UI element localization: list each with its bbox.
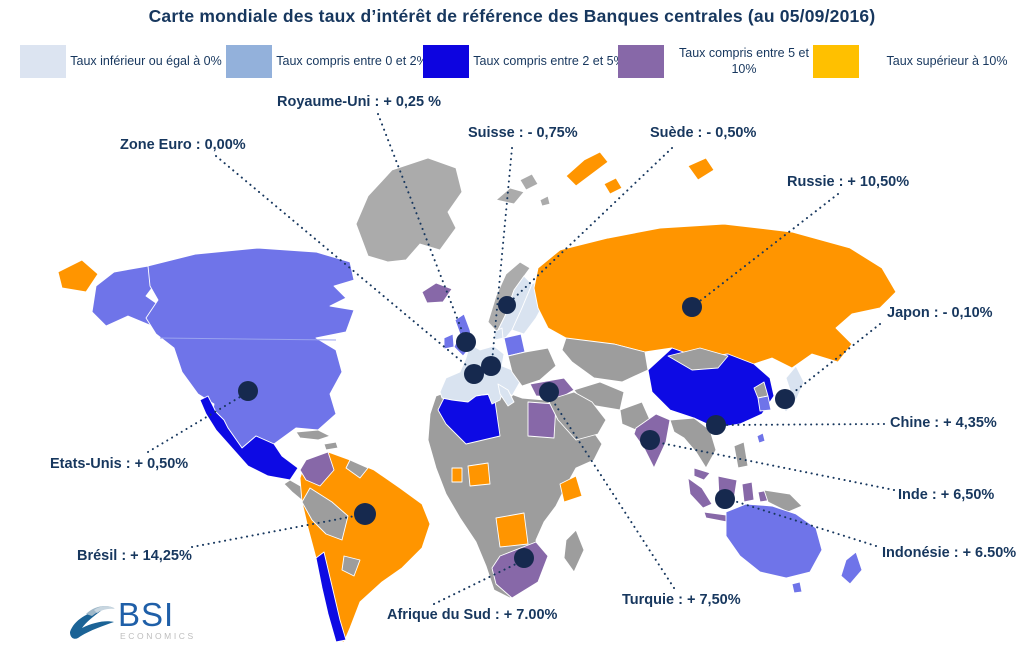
legend-item-rate-2-5: Taux compris entre 2 et 5% bbox=[423, 45, 625, 78]
label-suede: Suède : - 0,50% bbox=[650, 125, 757, 141]
legend-label: Taux compris entre 0 et 2% bbox=[276, 53, 428, 68]
region-greenland bbox=[355, 157, 463, 263]
region-svalbard bbox=[495, 173, 551, 207]
marker-chine bbox=[706, 415, 726, 435]
region-east-europe bbox=[507, 347, 557, 387]
legend: Taux inférieur ou égal à 0% Taux compris… bbox=[0, 44, 1024, 84]
marker-royaume-uni bbox=[456, 332, 476, 352]
marker-japon bbox=[775, 389, 795, 409]
leader-etats-unis bbox=[147, 393, 246, 453]
region-canada-usa bbox=[145, 247, 355, 449]
legend-item-rate-low: Taux inférieur ou égal à 0% bbox=[20, 45, 222, 78]
leader-russie bbox=[695, 193, 839, 305]
region-ghana bbox=[451, 467, 463, 483]
legend-label: Taux compris entre 5 et 10% bbox=[679, 45, 809, 76]
marker-etats-unis bbox=[238, 381, 258, 401]
marker-zone-euro bbox=[464, 364, 484, 384]
label-etats-unis: Etats-Unis : + 0,50% bbox=[50, 456, 189, 472]
label-royaume-uni: Royaume-Uni : + 0,25 % bbox=[277, 94, 441, 110]
region-guyana bbox=[345, 459, 369, 479]
border-usa-canada bbox=[159, 337, 337, 341]
bsi-logo-subtext: ECONOMICS bbox=[120, 631, 196, 641]
label-inde: Inde : + 6,50% bbox=[898, 487, 995, 503]
region-italy bbox=[497, 383, 515, 407]
label-chine: Chine : + 4,35% bbox=[890, 415, 997, 431]
region-colombia bbox=[299, 451, 335, 487]
legend-swatch-rate-over-10 bbox=[813, 45, 859, 78]
region-arabia bbox=[547, 391, 607, 441]
leader-suisse bbox=[491, 147, 513, 363]
region-angola bbox=[495, 512, 529, 548]
label-bresil: Brésil : + 14,25% bbox=[77, 548, 192, 564]
region-new-zealand bbox=[840, 551, 863, 585]
leader-bresil bbox=[191, 514, 361, 548]
region-taiwan bbox=[756, 432, 766, 444]
region-philippines bbox=[733, 441, 749, 469]
region-hispaniola bbox=[323, 441, 339, 451]
region-south-africa bbox=[491, 541, 549, 599]
region-chile bbox=[315, 551, 347, 643]
label-russie: Russie : + 10,50% bbox=[787, 174, 910, 190]
region-madagascar bbox=[563, 529, 585, 573]
label-suisse: Suisse : - 0,75% bbox=[468, 125, 578, 141]
region-tasmania bbox=[791, 581, 803, 594]
leader-inde bbox=[655, 441, 895, 491]
region-iceland bbox=[421, 282, 453, 304]
legend-label: Taux inférieur ou égal à 0% bbox=[70, 53, 222, 68]
marker-afrique-du-sud bbox=[514, 548, 534, 568]
legend-item-rate-over-10: Taux supérieur à 10% bbox=[813, 45, 1024, 78]
marker-turquie bbox=[539, 382, 559, 402]
region-kenya bbox=[559, 475, 583, 503]
marker-suede bbox=[498, 296, 516, 314]
marker-bresil bbox=[354, 503, 376, 525]
leader-zone-euro bbox=[215, 155, 473, 371]
label-indonesie: Indonésie : + 6.50% bbox=[882, 545, 1017, 561]
marker-russie bbox=[682, 297, 702, 317]
region-egypt bbox=[527, 401, 557, 439]
leader-royaume-uni bbox=[377, 113, 465, 337]
marker-suisse bbox=[481, 356, 501, 376]
leader-chine bbox=[721, 423, 885, 426]
label-zone-euro: Zone Euro : 0,00% bbox=[120, 137, 246, 153]
region-alaska bbox=[91, 265, 167, 327]
region-mongolia bbox=[667, 347, 729, 371]
label-japon: Japon : - 0,10% bbox=[887, 305, 993, 321]
region-new-guinea bbox=[763, 489, 803, 513]
legend-swatch-rate-2-5 bbox=[423, 45, 469, 78]
leader-afrique-du-sud bbox=[433, 561, 521, 605]
region-peru-bolivia bbox=[301, 487, 349, 541]
region-central-asia bbox=[561, 337, 649, 383]
leader-suede bbox=[509, 147, 673, 303]
marker-indonesie bbox=[715, 489, 735, 509]
region-malaysia bbox=[693, 467, 711, 481]
page-title: Carte mondiale des taux d’intérêt de réf… bbox=[148, 6, 876, 26]
bsi-logo-swoosh-icon bbox=[70, 606, 115, 639]
region-australia bbox=[725, 503, 823, 579]
legend-item-rate-0-2: Taux compris entre 0 et 2% bbox=[226, 45, 428, 78]
bsi-logo-text: BSI bbox=[118, 596, 175, 633]
legend-swatch-rate-low bbox=[20, 45, 66, 78]
region-mexico bbox=[199, 395, 299, 481]
region-russia-east-tip bbox=[57, 259, 99, 293]
region-south-korea bbox=[757, 395, 772, 412]
label-afrique-du-sud: Afrique du Sud : + 7.00% bbox=[387, 607, 558, 623]
legend-item-rate-5-10: Taux compris entre 5 et 10% bbox=[618, 45, 820, 78]
label-turquie: Turquie : + 7,50% bbox=[622, 592, 741, 608]
legend-label: Taux supérieur à 10% bbox=[886, 53, 1008, 68]
region-southeast-asia bbox=[669, 417, 717, 469]
region-nigeria bbox=[467, 462, 491, 487]
region-paraguay-uruguay bbox=[341, 555, 361, 577]
marker-inde bbox=[640, 430, 660, 450]
region-arctic-islands-russia bbox=[565, 151, 715, 195]
region-cuba bbox=[295, 429, 331, 441]
legend-swatch-rate-5-10 bbox=[618, 45, 664, 78]
region-ireland bbox=[443, 333, 455, 350]
bsi-logo: BSI ECONOMICS bbox=[68, 598, 198, 648]
legend-label: Taux compris entre 2 et 5% bbox=[473, 53, 625, 68]
legend-swatch-rate-0-2 bbox=[226, 45, 272, 78]
